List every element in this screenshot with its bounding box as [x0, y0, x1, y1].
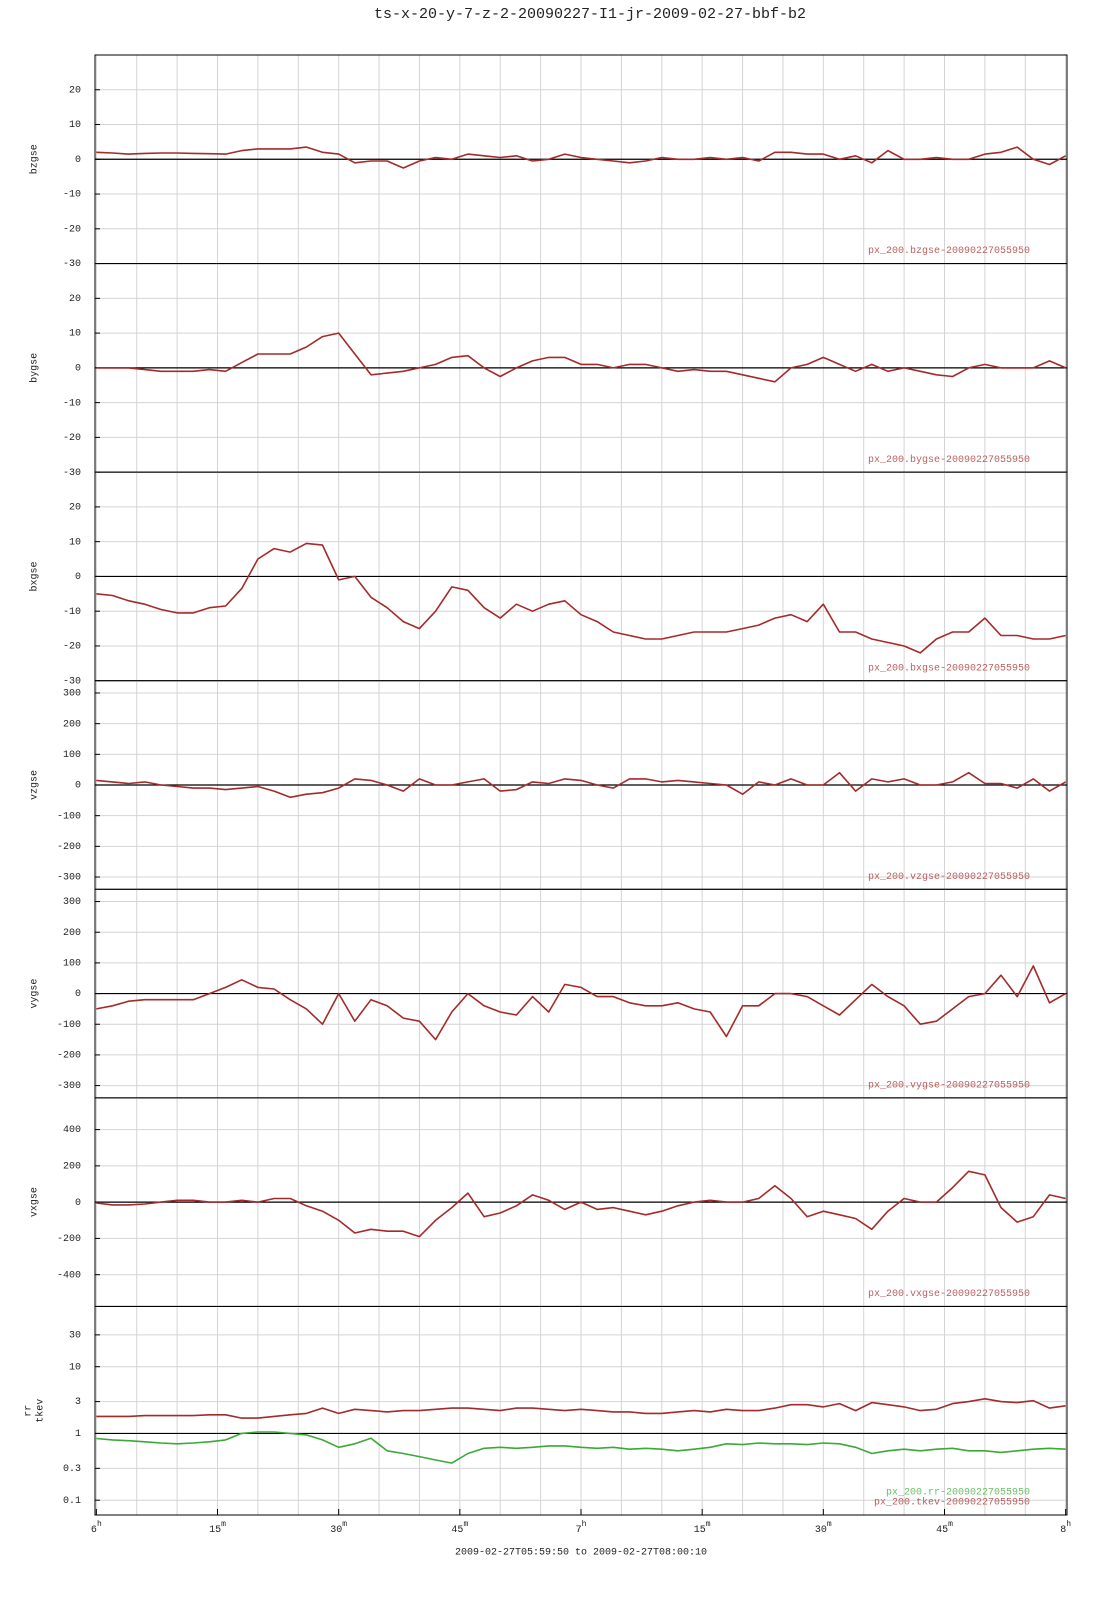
y-tick-label: 0.1 — [63, 1496, 81, 1507]
data-line — [96, 771, 1067, 799]
y-tick-label: 300 — [63, 897, 81, 908]
x-tick-label: 6h — [91, 1520, 102, 1536]
y-tick-label: 200 — [63, 928, 81, 939]
y-tick-label: 1 — [75, 1429, 81, 1440]
y-tick-label: -100 — [57, 1020, 81, 1031]
y-tick-label: 3 — [75, 1397, 81, 1408]
data-line — [96, 1431, 1066, 1464]
data-line — [96, 332, 1067, 383]
data-line — [96, 1398, 1066, 1419]
x-axis-label: 2009-02-27T05:59:50 to 2009-02-27T08:00:… — [455, 1548, 707, 1559]
y-tick-label: -20 — [63, 224, 81, 235]
legend-label: px_200.vygse-20090227055950 — [868, 1080, 1030, 1091]
y-tick-label: 10 — [69, 537, 81, 548]
x-tick-label: 30m — [815, 1520, 832, 1536]
y-tick-label: 0 — [75, 1198, 81, 1209]
y-axis-label: vxgse — [30, 1187, 41, 1217]
data-line — [96, 542, 1066, 654]
y-tick-label: -30 — [63, 259, 81, 270]
y-tick-label: 0 — [75, 781, 81, 792]
data-line — [96, 146, 1067, 169]
legend-label: px_200.rr-20090227055950 — [886, 1488, 1030, 1499]
y-tick-label: 20 — [69, 294, 81, 305]
y-tick-label: 0.3 — [63, 1464, 81, 1475]
y-tick-label: -400 — [57, 1270, 81, 1281]
y-tick-label: 10 — [69, 120, 81, 131]
y-tick-label: -200 — [57, 1051, 81, 1062]
y-tick-label: 400 — [63, 1125, 81, 1136]
y-tick-label: -200 — [57, 1234, 81, 1245]
y-tick-label: 20 — [69, 503, 81, 514]
y-tick-label: 300 — [63, 689, 81, 700]
y-tick-label: 100 — [63, 959, 81, 970]
y-tick-label: 30 — [69, 1331, 81, 1342]
y-tick-label: 200 — [63, 719, 81, 730]
legend-label: px_200.tkev-20090227055950 — [874, 1497, 1030, 1509]
y-axis-label: bygse — [29, 353, 41, 383]
x-tick-label: 7h — [576, 1520, 587, 1536]
data-line — [96, 965, 1067, 1041]
legend-label: px_200.bygse-20090227055950 — [868, 454, 1030, 466]
x-tick-label: 45m — [451, 1520, 468, 1536]
y-tick-label: -100 — [57, 811, 81, 822]
x-tick-label: 45m — [936, 1520, 953, 1536]
y-axis-label: tkev — [35, 1399, 47, 1423]
y-tick-label: -30 — [63, 468, 81, 479]
legend-label: px_200.bxgse-20090227055950 — [868, 662, 1030, 674]
y-tick-label: 20 — [69, 85, 81, 96]
y-tick-label: -20 — [63, 642, 81, 653]
y-axis-label: rr — [24, 1405, 35, 1417]
y-tick-label: 10 — [69, 329, 81, 340]
legend-label: px_200.bzgse-20090227055950 — [868, 245, 1030, 257]
y-axis-label: bzgse — [29, 144, 41, 174]
y-tick-label: 10 — [69, 1362, 81, 1373]
y-tick-label: 0 — [75, 989, 81, 1000]
y-axis-label: vygse — [30, 979, 41, 1009]
y-tick-label: -300 — [57, 873, 81, 884]
x-tick-label: 30m — [330, 1520, 347, 1536]
y-axis-label: bxgse — [29, 561, 41, 591]
y-tick-label: 200 — [63, 1162, 81, 1173]
y-tick-label: 0 — [75, 363, 81, 374]
y-tick-label: -20 — [63, 433, 81, 444]
x-tick-label: 15m — [694, 1520, 711, 1536]
y-axis-label: vzgse — [30, 770, 41, 800]
y-tick-label: 100 — [63, 750, 81, 761]
y-tick-label: -300 — [57, 1081, 81, 1092]
x-tick-label: 8h — [1060, 1520, 1071, 1536]
y-tick-label: -30 — [63, 676, 81, 687]
y-tick-label: -200 — [57, 842, 81, 853]
y-tick-label: 0 — [75, 572, 81, 583]
legend-label: px_200.vxgse-20090227055950 — [868, 1289, 1030, 1300]
legend-label: px_200.vzgse-20090227055950 — [868, 872, 1030, 883]
y-tick-label: -10 — [63, 398, 81, 409]
chart-title: ts-x-20-y-7-z-2-20090227-I1-jr-2009-02-2… — [374, 6, 806, 23]
y-tick-label: 0 — [75, 155, 81, 166]
x-tick-label: 15m — [209, 1520, 226, 1536]
y-tick-label: -10 — [63, 607, 81, 618]
y-tick-label: -10 — [63, 190, 81, 201]
data-line — [96, 1170, 1066, 1238]
